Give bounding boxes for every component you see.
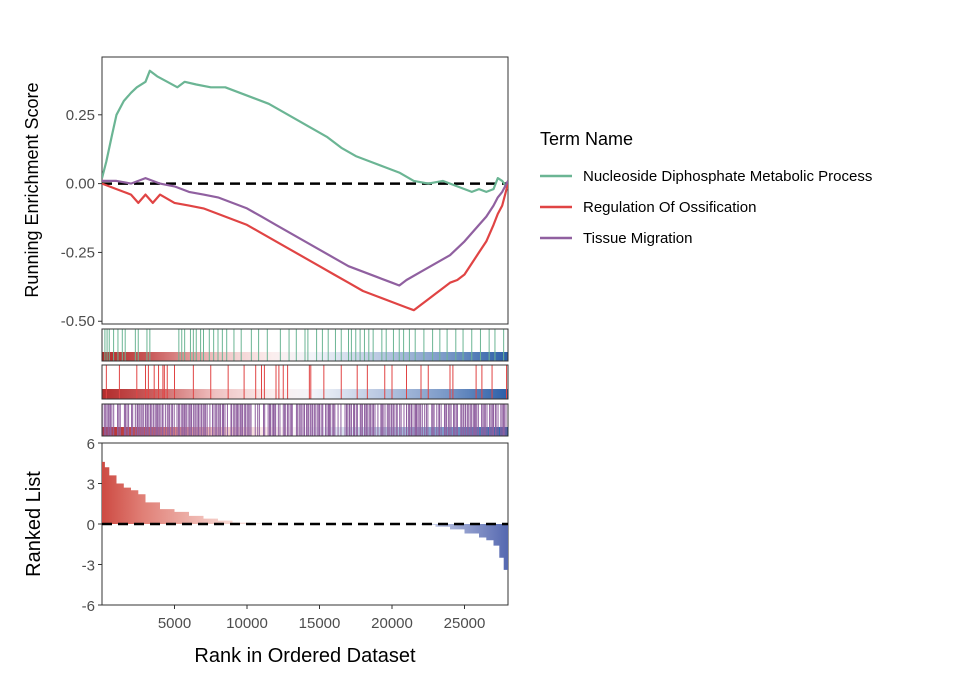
x-tick-label: 15000 (299, 615, 341, 632)
x-axis-title: Rank in Ordered Dataset (194, 645, 416, 667)
hit-panels (101, 328, 509, 437)
enrichment-y-tick-label: 0.00 (66, 176, 95, 193)
hit-panel-frame (101, 328, 509, 362)
legend-label: Nucleoside Diphosphate Metabolic Process (583, 168, 872, 185)
es-line-nucleoside-diphosphate-metabolic-process (102, 69, 508, 193)
ranked-y-tick-label: 3 (87, 477, 95, 494)
legend: Term Name Nucleoside Diphosphate Metabol… (540, 129, 872, 247)
ranked-y-tick-label: -3 (82, 558, 95, 575)
enrichment-panel: 0.25 0.00 -0.25 -0.50 Running Enrichment Sc… (22, 56, 509, 330)
legend-item-tissue-migration: Tissue Migration (540, 230, 692, 247)
x-tick-label: 20000 (371, 615, 413, 632)
legend-label: Tissue Migration (583, 230, 692, 247)
x-tick-label: 5000 (158, 615, 191, 632)
ranked-y-tick-label: 6 (87, 436, 95, 453)
enrichment-y-tick-label: -0.50 (61, 313, 95, 330)
x-axis: 5000 10000 15000 20000 25000 (158, 605, 486, 632)
enrichment-panel-frame (101, 56, 509, 325)
legend-label: Regulation Of Ossification (583, 199, 756, 216)
hit-panel-2 (101, 364, 509, 400)
hit-panel-frame (101, 364, 509, 400)
ranked-y-tick-label: 0 (87, 517, 95, 534)
enrichment-y-axis-title: Running Enrichment Score (22, 82, 42, 297)
enrichment-y-tick-label: -0.25 (61, 244, 95, 261)
legend-title: Term Name (540, 129, 633, 149)
rank-heat-strip (102, 389, 508, 399)
ranked-y-axis-title: Ranked List (23, 471, 45, 577)
es-line-regulation-of-ossification (102, 182, 508, 312)
enrichment-y-tick-label: 0.25 (66, 107, 95, 124)
hit-panel-frame (101, 403, 509, 437)
ranked-y-tick-label: -6 (82, 598, 95, 615)
x-tick-label: 25000 (444, 615, 486, 632)
ranked-metric-area (102, 461, 508, 587)
ranked-list-panel: 6 3 0 -3 -6 Ranked List (23, 436, 509, 615)
x-tick-label: 10000 (226, 615, 268, 632)
hit-panel-1 (101, 328, 509, 362)
legend-item-nucleoside-diphosphate-metabolic-process: Nucleoside Diphosphate Metabolic Process (540, 168, 872, 185)
es-line-tissue-migration (102, 177, 508, 287)
hit-panel-3 (101, 403, 509, 437)
legend-item-regulation-of-ossification: Regulation Of Ossification (540, 199, 756, 216)
